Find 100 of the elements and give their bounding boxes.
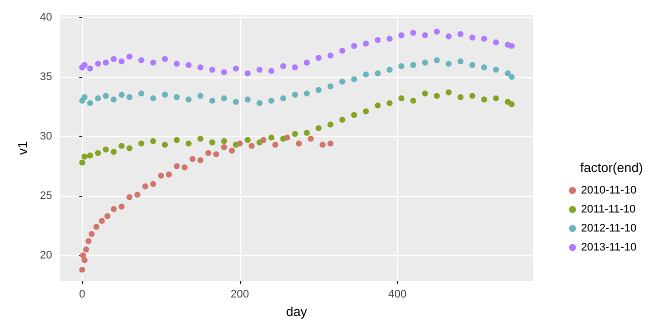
point	[93, 224, 100, 230]
point	[138, 140, 144, 147]
point	[197, 92, 204, 99]
point	[386, 36, 393, 42]
point	[221, 138, 228, 144]
point	[150, 181, 156, 187]
y-tick-label: 30	[40, 130, 52, 142]
point	[80, 252, 86, 258]
point	[228, 148, 235, 154]
point	[280, 136, 286, 142]
point	[492, 95, 499, 102]
legend-label: 2011-11-10	[581, 204, 636, 216]
point	[174, 60, 180, 67]
legend-label: 2010-11-10	[581, 184, 636, 196]
point	[292, 64, 298, 70]
point	[316, 86, 322, 93]
point	[422, 60, 428, 66]
point	[83, 246, 90, 252]
point	[339, 78, 346, 85]
point	[398, 63, 404, 70]
point	[327, 83, 334, 90]
point	[492, 39, 499, 46]
point	[110, 148, 117, 155]
point	[422, 90, 428, 97]
point	[126, 145, 132, 152]
point	[268, 68, 274, 74]
point	[126, 54, 132, 60]
point	[138, 90, 144, 97]
point	[94, 95, 101, 102]
point	[327, 121, 334, 128]
point	[362, 72, 369, 78]
point	[481, 96, 488, 102]
point	[166, 171, 172, 178]
point	[481, 36, 488, 42]
point	[82, 94, 88, 100]
point	[458, 94, 464, 100]
point	[118, 142, 125, 149]
point	[221, 69, 228, 76]
point	[434, 92, 440, 99]
point	[221, 95, 228, 102]
point	[82, 154, 88, 160]
point	[162, 142, 168, 148]
point	[446, 33, 452, 40]
point	[256, 100, 263, 106]
point	[232, 66, 239, 72]
point	[481, 64, 488, 70]
point	[186, 62, 192, 68]
point	[410, 98, 416, 104]
point	[272, 142, 278, 148]
point	[190, 156, 196, 162]
x-tick-label: 400	[388, 288, 407, 300]
point	[126, 194, 132, 200]
x-axis-title: day	[286, 304, 308, 319]
point	[398, 32, 404, 38]
point	[339, 48, 346, 54]
point	[134, 192, 140, 198]
point	[398, 95, 404, 102]
point	[86, 238, 92, 244]
legend-label: 2012-11-10	[581, 222, 636, 234]
point	[446, 60, 452, 67]
point	[79, 266, 86, 273]
point	[504, 70, 511, 76]
point	[118, 92, 125, 98]
point	[296, 140, 302, 147]
point	[98, 218, 105, 224]
point	[351, 42, 358, 49]
point	[221, 144, 228, 150]
point	[110, 56, 117, 62]
point	[244, 96, 251, 102]
point	[386, 100, 393, 106]
point	[79, 160, 86, 166]
point	[374, 70, 381, 76]
point	[118, 58, 125, 64]
point	[362, 108, 369, 114]
point	[410, 62, 416, 68]
point	[410, 30, 416, 36]
point	[374, 36, 381, 43]
point	[508, 42, 515, 49]
point	[150, 95, 156, 102]
point	[292, 92, 298, 98]
point	[197, 157, 204, 164]
point	[209, 98, 216, 104]
point	[102, 60, 109, 66]
point	[434, 57, 440, 64]
point	[308, 136, 314, 142]
point	[102, 146, 109, 152]
legend-title: factor(end)	[580, 160, 644, 175]
point	[244, 136, 251, 143]
point	[458, 31, 464, 38]
point	[205, 150, 212, 156]
point	[142, 183, 148, 190]
point	[469, 62, 476, 68]
point	[87, 66, 94, 72]
point	[197, 64, 204, 70]
point	[339, 116, 346, 123]
y-tick-label: 20	[40, 249, 52, 262]
point	[280, 95, 286, 102]
point	[186, 140, 192, 147]
point	[268, 98, 274, 104]
point	[104, 213, 110, 220]
